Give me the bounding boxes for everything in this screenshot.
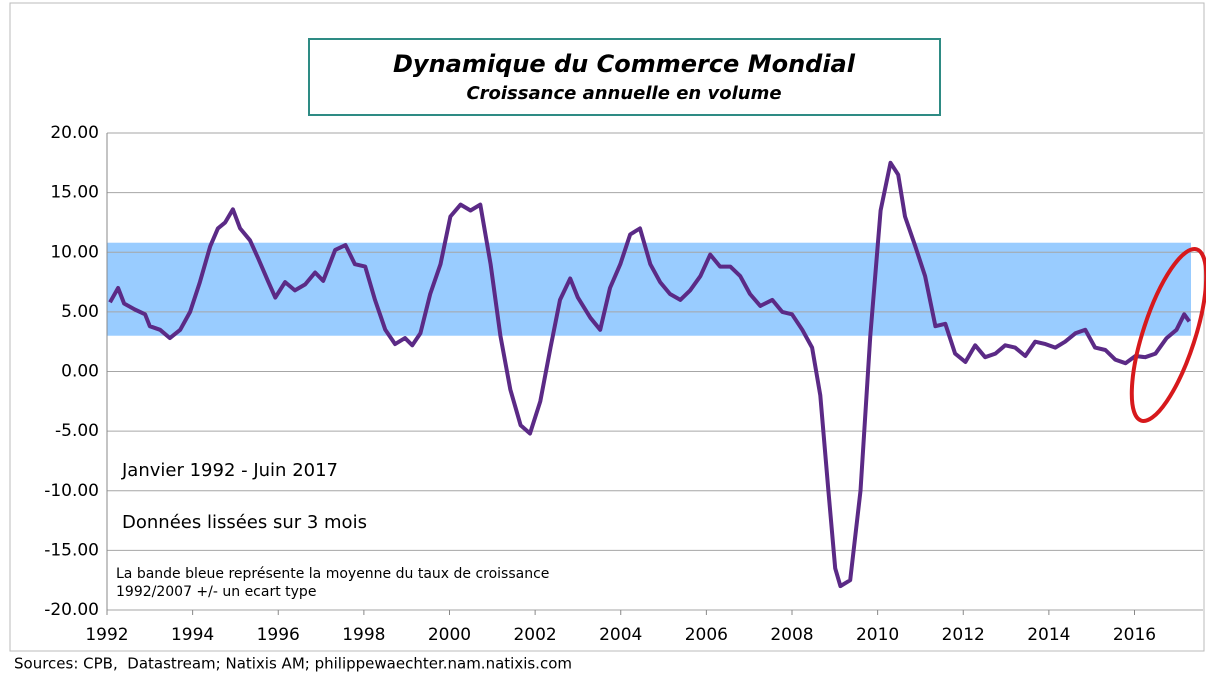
chart-title: Dynamique du Commerce Mondial — [393, 50, 856, 78]
highlight-ellipse — [1129, 247, 1206, 423]
x-tick-label: 1992 — [85, 625, 128, 645]
x-tick-label: 2000 — [428, 625, 471, 645]
chart-subtitle: Croissance annuelle en volume — [466, 83, 781, 104]
x-tick-label: 2014 — [1027, 625, 1070, 645]
x-tick-label: 1996 — [257, 625, 300, 645]
annotation: Données lissées sur 3 mois — [122, 512, 367, 533]
y-tick-label: 10.00 — [50, 242, 99, 262]
source-note: Sources: CPB, Datastream; Natixis AM; ph… — [14, 655, 572, 673]
x-tick-label: 2008 — [770, 625, 813, 645]
x-tick-label: 2002 — [513, 625, 556, 645]
y-tick-label: -10.00 — [44, 481, 99, 501]
data-line — [108, 160, 1191, 589]
x-tick-label: 2004 — [599, 625, 642, 645]
chart-frame — [9, 2, 1205, 652]
annotation: 1992/2007 +/- un ecart type — [116, 584, 316, 600]
x-tick-label: 1994 — [171, 625, 214, 645]
y-tick-label: -15.00 — [44, 540, 99, 560]
y-tick-label: 0.00 — [61, 362, 99, 382]
y-tick-label: 20.00 — [50, 123, 99, 143]
annotation: Janvier 1992 - Juin 2017 — [121, 460, 338, 481]
annotation: La bande bleue représente la moyenne du … — [116, 566, 549, 582]
x-tick-label: 2012 — [942, 625, 985, 645]
title-box — [308, 38, 941, 116]
x-tick-label: 2016 — [1113, 625, 1156, 645]
x-tick-label: 2006 — [685, 625, 728, 645]
y-tick-label: 5.00 — [61, 302, 99, 322]
plot-area: -20.00 -15.00 -10.00 -5.00 0.00 5.00 10.00 15.0… — [44, 123, 1203, 645]
x-tick-label: 2010 — [856, 625, 899, 645]
y-tick-label: 15.00 — [50, 183, 99, 203]
y-tick-label: -20.00 — [44, 600, 99, 620]
y-tick-label: -5.00 — [55, 421, 99, 441]
x-tick-label: 1998 — [342, 625, 385, 645]
